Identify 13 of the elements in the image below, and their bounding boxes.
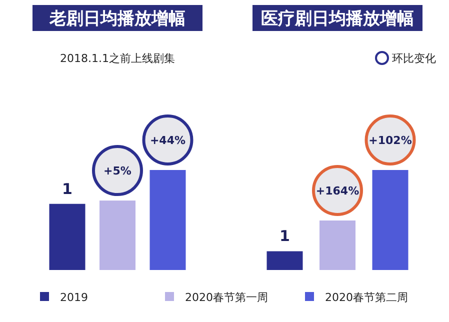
annotation: +5%	[104, 164, 132, 178]
text: 环比变化	[392, 52, 436, 65]
chart-title: 老剧日均播放增幅	[48, 9, 186, 29]
text: +102%	[368, 134, 412, 147]
chart-subtitle: 2018.1.1之前上线剧集	[60, 52, 175, 65]
chart-title: 医疗剧日均播放增幅	[261, 9, 414, 29]
legend-label: 2020春节第一周	[185, 291, 268, 304]
data-label: 1	[62, 180, 72, 198]
legend-label: 2019	[60, 291, 88, 304]
legend-label: 2020春节第二周	[325, 291, 408, 304]
text: +44%	[150, 134, 186, 147]
data-label: 1	[280, 227, 290, 246]
annotation: +164%	[316, 184, 360, 198]
